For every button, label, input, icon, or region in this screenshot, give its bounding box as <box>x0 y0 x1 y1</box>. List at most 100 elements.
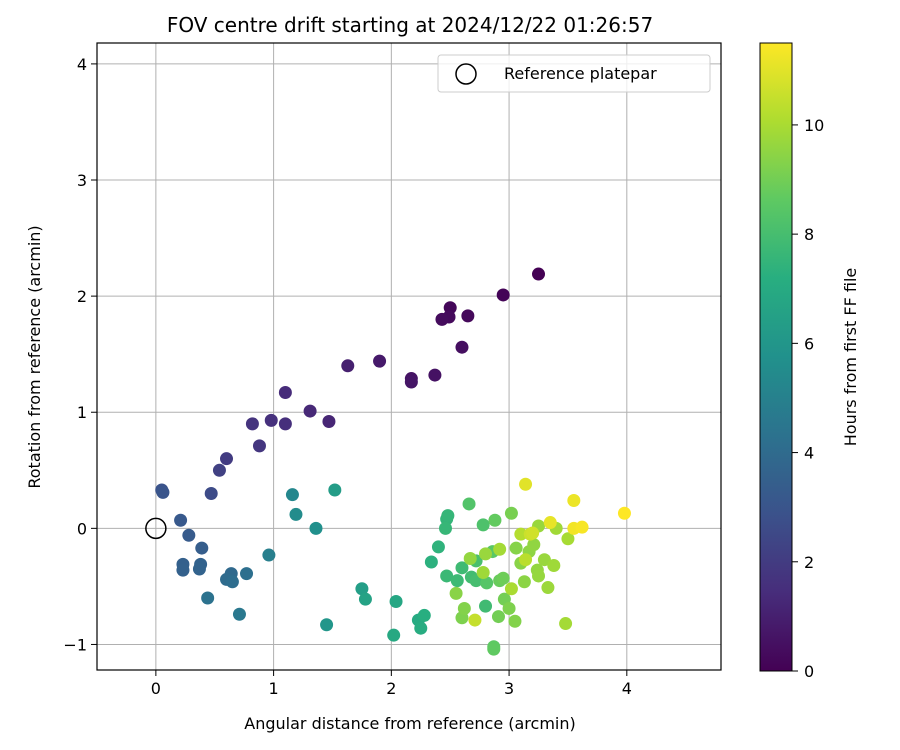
data-point <box>517 575 531 589</box>
data-point <box>431 540 445 554</box>
data-point <box>461 309 475 323</box>
data-point <box>192 562 206 576</box>
y-tick-label: 0 <box>77 519 87 538</box>
data-point <box>450 574 464 588</box>
colorbar-tick-label: 10 <box>804 116 824 135</box>
data-point <box>264 413 278 427</box>
data-point <box>532 267 546 281</box>
data-point <box>320 618 334 632</box>
data-point <box>440 569 454 583</box>
data-point <box>537 553 551 567</box>
data-point <box>303 404 317 418</box>
y-tick-label: 3 <box>77 171 87 190</box>
plot-frame <box>96 42 722 671</box>
data-point <box>389 594 403 608</box>
grid-layer <box>97 43 721 670</box>
data-point <box>252 439 266 453</box>
legend: Reference platepar <box>437 54 711 93</box>
data-point <box>174 513 188 527</box>
axes-layer: 0 1 2 3 4 −1 0 1 2 3 4 <box>63 42 722 698</box>
data-point <box>355 582 369 596</box>
data-point <box>424 555 438 569</box>
legend-entry-reference: Reference platepar <box>504 64 657 83</box>
data-point <box>285 488 299 502</box>
data-point <box>322 415 336 429</box>
data-point <box>575 520 589 534</box>
colorbar-ticks: 0 2 4 6 8 10 <box>792 116 824 681</box>
data-point <box>414 621 428 635</box>
colorbar-tick-label: 2 <box>804 553 814 572</box>
data-point <box>195 541 209 555</box>
data-point <box>435 312 449 326</box>
colorbar-tick-label: 8 <box>804 225 814 244</box>
data-point <box>476 565 490 579</box>
data-point <box>567 493 581 507</box>
data-point <box>496 288 510 302</box>
colorbar-tick-label: 4 <box>804 444 814 463</box>
y-tick-label: 1 <box>77 403 87 422</box>
points-layer <box>145 267 631 656</box>
data-point <box>509 541 523 555</box>
chart-title: FOV centre drift starting at 2024/12/22 … <box>167 13 653 37</box>
data-point <box>455 561 469 575</box>
x-tick-label: 2 <box>386 679 396 698</box>
data-point <box>457 601 471 615</box>
y-axis-label: Rotation from reference (arcmin) <box>25 225 44 488</box>
data-point <box>527 538 541 552</box>
data-point <box>504 506 518 520</box>
data-point <box>328 483 342 497</box>
data-point <box>559 617 573 631</box>
data-point <box>502 601 516 615</box>
data-point <box>488 513 502 527</box>
data-point <box>543 516 557 530</box>
data-point <box>493 542 507 556</box>
data-point <box>462 497 476 511</box>
legend-box <box>437 54 711 93</box>
colorbar-gradient <box>759 42 793 672</box>
data-point <box>245 417 259 431</box>
data-point <box>341 359 355 373</box>
legend-marker-reference <box>455 63 477 85</box>
data-point <box>479 599 493 613</box>
data-point <box>479 547 493 561</box>
colorbar-tick-label: 0 <box>804 662 814 681</box>
data-point <box>204 487 218 501</box>
data-point <box>526 526 540 540</box>
x-axis-label: Angular distance from reference (arcmin) <box>244 714 575 733</box>
data-point <box>449 586 463 600</box>
data-point <box>156 485 170 499</box>
data-point <box>547 559 561 572</box>
data-point <box>232 607 246 621</box>
data-point <box>514 527 528 541</box>
data-point <box>541 581 555 595</box>
data-point <box>373 354 387 368</box>
data-point <box>404 375 418 389</box>
data-point <box>463 552 477 566</box>
y-tick-label: 2 <box>77 287 87 306</box>
y-tick-label: 4 <box>77 55 87 74</box>
data-point <box>455 340 469 354</box>
data-point <box>417 608 431 622</box>
data-point <box>201 591 215 605</box>
x-tick-label: 3 <box>504 679 514 698</box>
data-point <box>387 628 401 642</box>
data-point <box>182 528 196 542</box>
data-point <box>519 477 533 491</box>
data-point <box>508 614 522 628</box>
data-point <box>441 509 455 523</box>
data-point <box>240 567 254 581</box>
data-point <box>289 507 303 521</box>
data-point <box>428 368 442 382</box>
colorbar-tick-label: 6 <box>804 334 814 353</box>
reference-platepar-marker <box>145 517 167 540</box>
data-point <box>220 452 234 466</box>
x-tick-label: 0 <box>151 679 161 698</box>
data-point <box>487 642 501 656</box>
data-point <box>468 613 482 627</box>
data-point <box>496 571 510 585</box>
x-tick-label: 1 <box>269 679 279 698</box>
data-point <box>278 417 292 431</box>
data-point <box>262 548 276 562</box>
data-point <box>617 506 631 520</box>
